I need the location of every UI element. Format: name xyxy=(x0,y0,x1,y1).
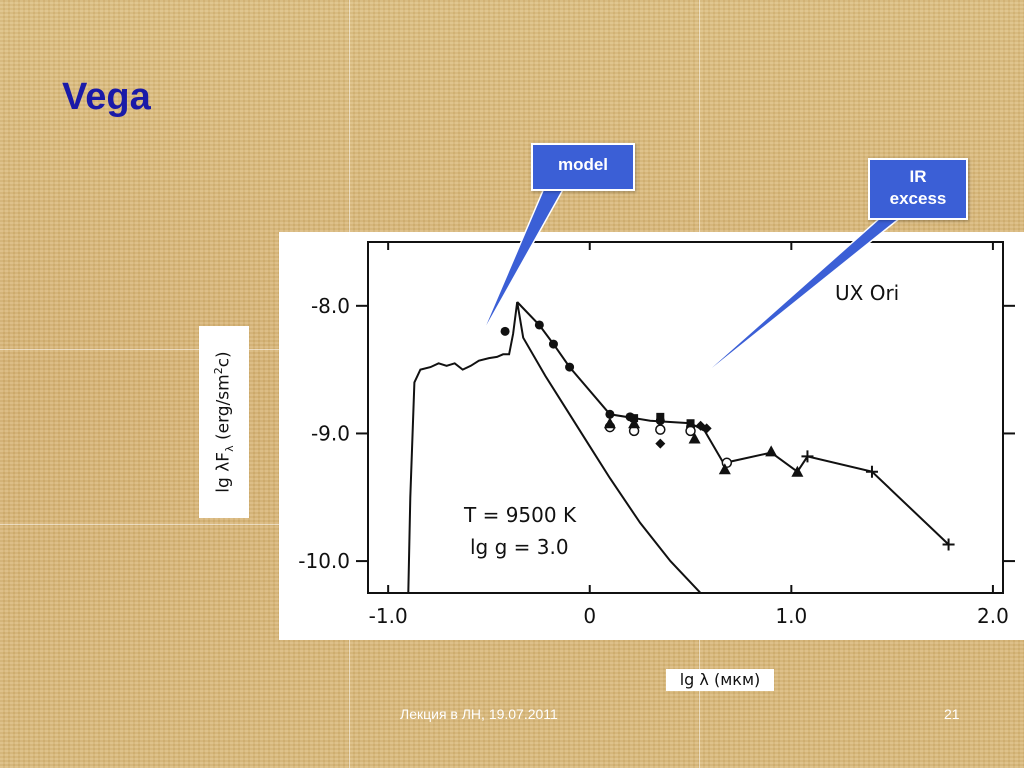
footer-text: Лекция в ЛН, 19.07.2011 xyxy=(400,706,558,722)
chart-panel xyxy=(279,232,1024,640)
filled-triangle-marker xyxy=(628,417,641,429)
filled-circle-marker xyxy=(565,362,575,372)
x-tick-label: 2.0 xyxy=(977,604,1009,628)
plus-marker xyxy=(865,465,878,478)
plot-frame xyxy=(367,241,1004,594)
params-line2: lg g = 3.0 xyxy=(470,535,569,559)
open-circle-marker xyxy=(655,424,666,435)
filled-triangle-marker xyxy=(718,463,731,475)
x-tick-label: -1.0 xyxy=(369,604,408,628)
filled-circle-marker xyxy=(605,409,615,419)
y-tick-label: -9.0 xyxy=(311,421,350,445)
ir-excess-callout: IR excess xyxy=(868,158,968,220)
x-axis-label: lg λ (мкм) xyxy=(666,669,774,691)
params-line1: T = 9500 K xyxy=(463,503,577,527)
x-tick-label: 1.0 xyxy=(775,604,807,628)
chart-annotations: UX Ori T = 9500 K lg g = 3.0 xyxy=(463,281,899,559)
model-curve xyxy=(407,301,702,594)
filled-triangle-marker xyxy=(765,445,778,457)
slide-title: Vega xyxy=(62,76,151,118)
filled-circle-marker xyxy=(534,320,544,330)
filled-diamond-marker xyxy=(655,438,666,449)
filled-square-marker xyxy=(686,419,695,428)
y-tick-label: -8.0 xyxy=(311,294,350,318)
y-tick-label: -10.0 xyxy=(298,549,350,573)
plus-marker xyxy=(942,538,955,551)
chart-axes xyxy=(367,241,1004,594)
filled-triangle-marker xyxy=(791,465,804,477)
x-tick-label: 0 xyxy=(583,604,596,628)
filled-circle-marker xyxy=(500,326,510,336)
plus-marker xyxy=(801,450,814,463)
ir-callout-line1: IR xyxy=(909,167,927,186)
open-circle-marker xyxy=(685,425,696,437)
filled-triangle-marker xyxy=(688,432,701,444)
filled-diamond-marker xyxy=(695,420,706,431)
ir-callout-line2: excess xyxy=(889,189,947,208)
chart-markers xyxy=(500,320,955,551)
model-callout-pointer xyxy=(479,185,567,339)
observed-curve xyxy=(516,301,950,546)
filled-square-marker xyxy=(656,412,665,421)
model-callout-label: model xyxy=(557,155,609,174)
object-label: UX Ori xyxy=(835,281,899,305)
model-callout: model xyxy=(531,143,635,191)
chart-ticks: -1.0 0 1.0 2.0 -8.0 -9.0 -10.0 xyxy=(298,242,1015,628)
filled-triangle-marker xyxy=(603,417,616,429)
filled-circle-marker xyxy=(548,339,558,349)
page-number: 21 xyxy=(944,706,960,722)
y-axis-label-box: lg λFλ (erg/sm2c) xyxy=(199,326,249,518)
